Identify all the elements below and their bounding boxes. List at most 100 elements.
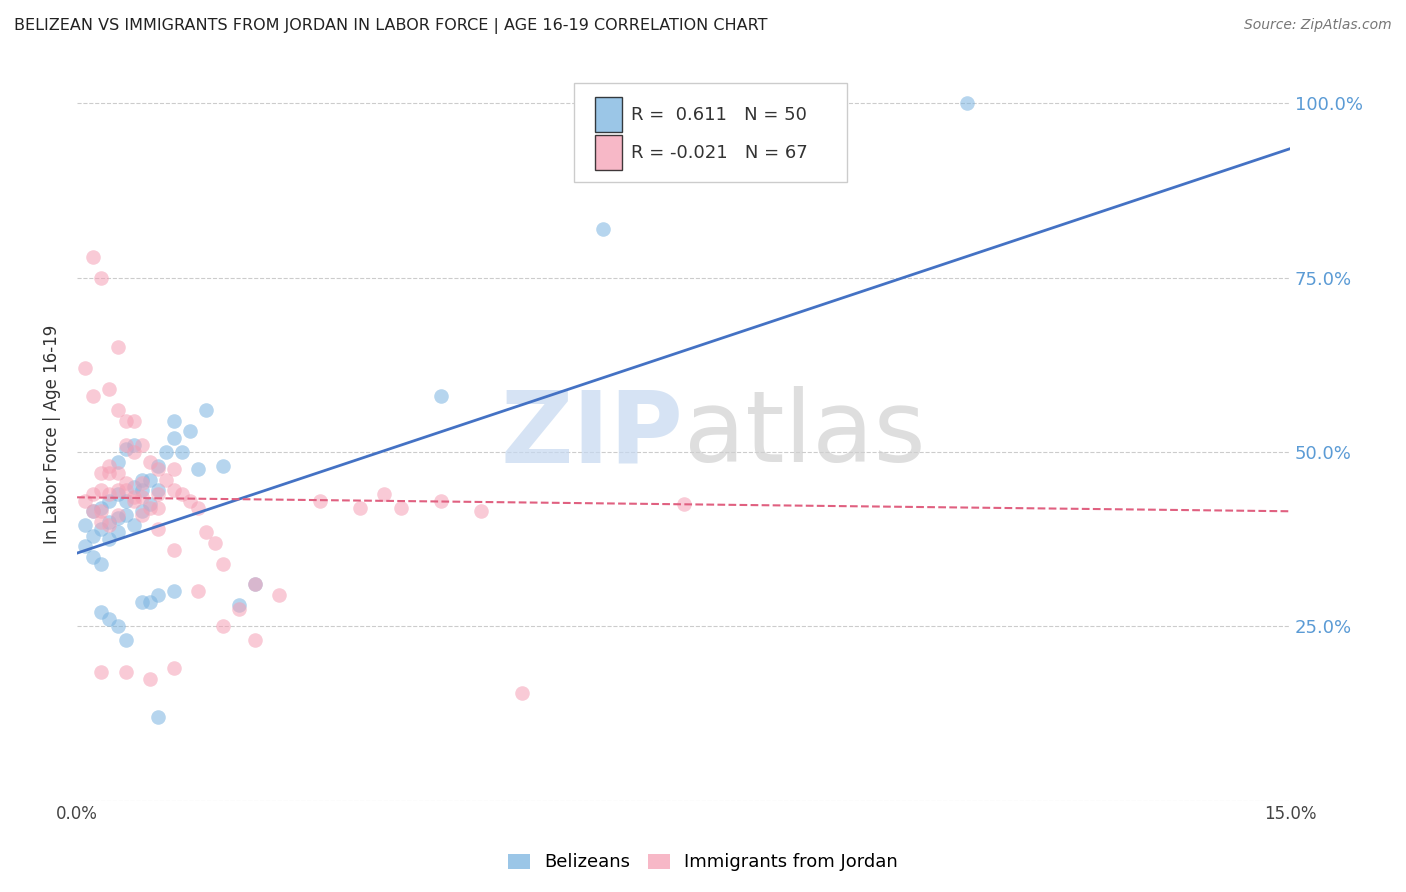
Point [146,710,169,724]
Point [163,542,186,557]
Point [107,508,129,522]
Point [195,403,218,417]
Point [90,515,112,529]
Point [98,518,121,533]
Point [172,487,194,501]
Point [139,497,162,511]
Point [269,588,291,602]
Point [139,473,162,487]
Point [163,431,186,445]
Point [82,389,104,403]
Point [146,487,169,501]
Point [90,606,112,620]
Point [131,476,153,491]
Point [131,483,153,498]
Point [98,466,121,480]
Point [107,487,129,501]
Point [349,500,371,515]
Point [510,685,533,699]
Point [211,619,233,633]
Point [131,473,153,487]
Point [139,500,162,515]
Point [114,665,136,679]
Point [107,340,129,354]
Point [82,504,104,518]
Text: atlas: atlas [683,386,925,483]
Point [114,442,136,456]
Y-axis label: In Labor Force | Age 16-19: In Labor Force | Age 16-19 [44,325,60,544]
Point [114,508,136,522]
Point [204,535,226,549]
Point [114,476,136,491]
Point [243,577,266,591]
Point [75,361,97,376]
Point [122,445,145,459]
Point [139,595,162,609]
Point [131,491,153,505]
Point [179,493,201,508]
Point [146,462,169,476]
Point [146,500,169,515]
Point [114,493,136,508]
Point [155,445,177,459]
Point [107,525,129,540]
Point [90,483,112,498]
Text: R =  0.611   N = 50: R = 0.611 N = 50 [631,105,807,124]
Point [122,480,145,494]
Point [114,414,136,428]
Point [82,487,104,501]
Point [228,599,250,613]
Point [107,483,129,498]
Point [179,424,201,438]
FancyBboxPatch shape [595,136,621,170]
Point [211,458,233,473]
Point [139,672,162,686]
Text: BELIZEAN VS IMMIGRANTS FROM JORDAN IN LABOR FORCE | AGE 16-19 CORRELATION CHART: BELIZEAN VS IMMIGRANTS FROM JORDAN IN LA… [14,18,768,34]
Text: Source: ZipAtlas.com: Source: ZipAtlas.com [1244,18,1392,32]
Point [98,493,121,508]
Point [131,595,153,609]
Point [146,588,169,602]
Point [90,665,112,679]
Point [430,389,453,403]
Legend: Belizeans, Immigrants from Jordan: Belizeans, Immigrants from Jordan [501,847,905,879]
Point [90,504,112,518]
Point [187,462,209,476]
Point [122,438,145,452]
Point [243,577,266,591]
Point [90,466,112,480]
FancyBboxPatch shape [575,83,848,182]
Point [122,491,145,505]
Point [470,504,492,518]
Point [187,584,209,599]
Point [430,493,453,508]
Point [389,500,412,515]
Point [163,462,186,476]
Point [163,584,186,599]
Point [228,602,250,616]
Text: ZIP: ZIP [501,386,683,483]
Point [139,455,162,469]
Point [107,455,129,469]
Point [98,612,121,626]
Point [672,497,695,511]
Point [107,511,129,525]
Point [82,504,104,518]
Point [172,445,194,459]
Point [75,518,97,533]
Point [146,458,169,473]
Point [131,438,153,452]
Point [90,270,112,285]
Point [82,549,104,564]
Text: R = -0.021   N = 67: R = -0.021 N = 67 [631,144,808,161]
Point [187,500,209,515]
Point [243,633,266,648]
Point [98,458,121,473]
Point [98,515,121,529]
Point [107,403,129,417]
Point [155,473,177,487]
Point [98,532,121,546]
Point [308,493,330,508]
Point [107,619,129,633]
Point [131,508,153,522]
